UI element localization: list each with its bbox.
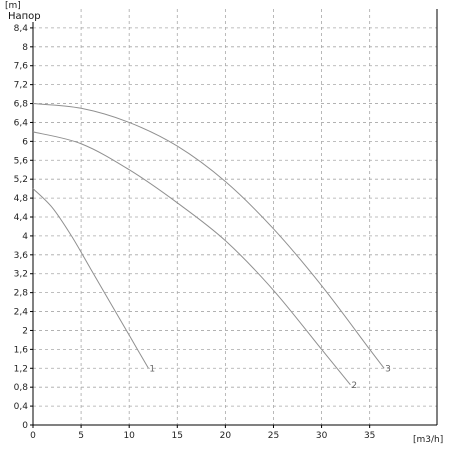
y-tick-label: 0 [22,421,28,431]
chart-title: Напор [8,11,41,22]
y-tick-label: 2,4 [14,308,29,318]
x-tick-label: 15 [172,431,183,441]
y-tick-label: 8,4 [14,24,29,34]
x-tick-label: 10 [123,431,135,441]
series-label-3: 3 [385,364,391,374]
y-tick-label: 2,8 [14,289,29,299]
y-tick-label: 4 [22,232,28,242]
x-axis-unit: [m3/h] [413,435,443,445]
y-tick-label: 7,6 [14,62,29,72]
y-tick-label: 6 [22,137,28,147]
x-tick-label: 5 [78,431,84,441]
series-line-1 [32,188,149,369]
series-label-2: 2 [351,381,357,391]
y-tick-label: 5,2 [14,175,28,185]
y-tick-label: 3,2 [14,270,28,280]
y-tick-label: 5,6 [14,156,29,166]
y-tick-label: 1,6 [14,345,29,355]
series-line-3 [32,103,385,369]
y-tick-label: 3,6 [14,251,29,261]
y-tick-label: 4,8 [14,194,29,204]
y-tick-label: 7,2 [14,81,28,91]
x-tick-label: 30 [316,431,328,441]
axes [30,9,438,428]
y-tick-label: 2 [22,326,28,336]
y-axis-unit: [m] [5,1,21,11]
y-tick-label: 0,8 [14,383,29,393]
y-tick-label: 6,4 [14,118,29,128]
x-tick-label: 20 [220,431,232,441]
y-tick-label: 8 [22,43,28,53]
series-curves: 1 2 3 [32,103,391,391]
x-tick-label: 0 [30,431,36,441]
y-tick-label: 6,8 [14,100,29,110]
x-tick-label: 25 [268,431,279,441]
y-tick-label: 0,4 [14,402,29,412]
y-tick-label: 1,2 [14,364,28,374]
series-label-1: 1 [149,364,155,374]
y-tick-label: 4,4 [14,213,29,223]
series-line-2 [32,131,351,386]
tick-labels: 0 0,4 0,8 1,2 1,6 2 2,4 2,8 3,2 3,6 4 4,4 4,8 5,2 5,6 6… [14,24,376,441]
x-tick-label: 35 [364,431,375,441]
chart-title-background [6,9,44,22]
